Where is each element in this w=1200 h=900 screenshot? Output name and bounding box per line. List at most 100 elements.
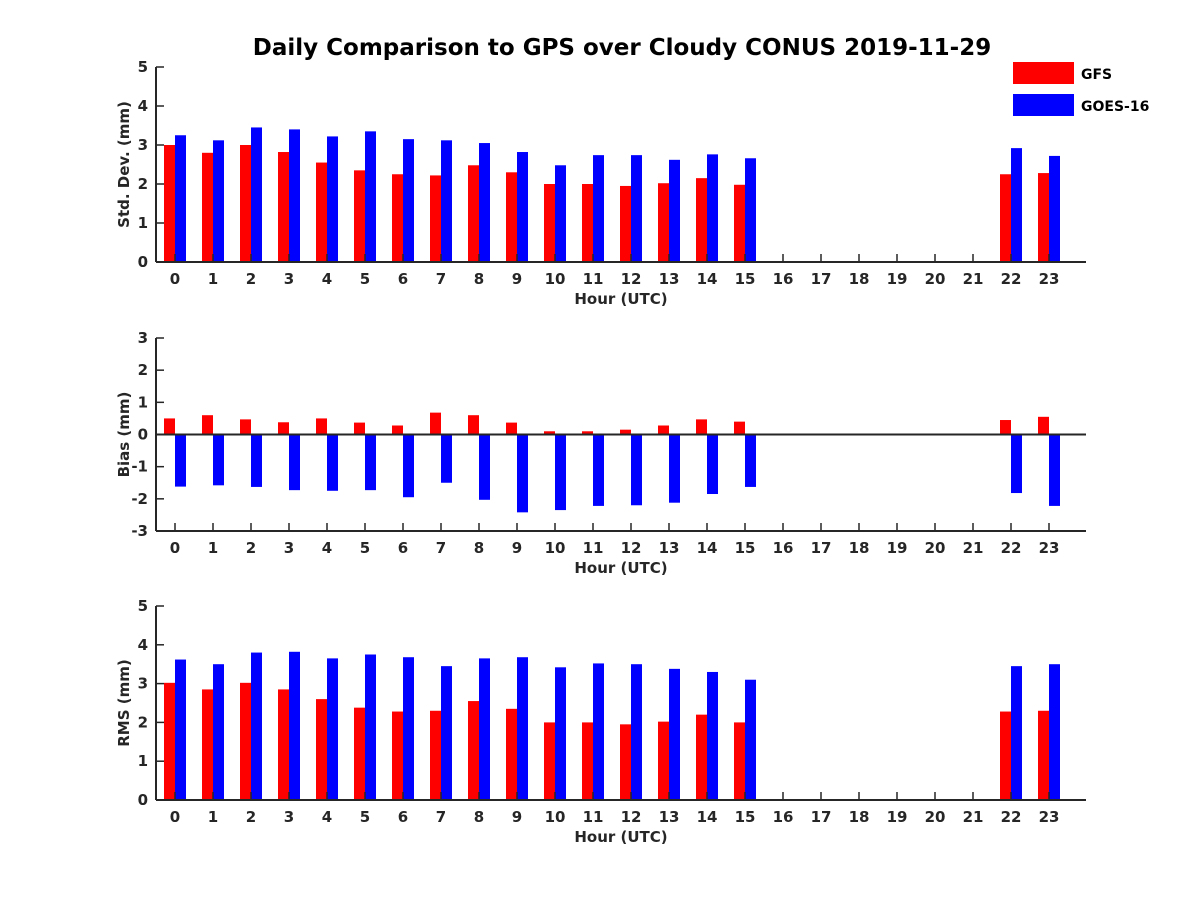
x-axis-label: Hour (UTC) (574, 828, 667, 846)
x-tick-label: 0 (170, 539, 180, 557)
bar-gfs-hour-22 (1000, 711, 1011, 800)
bar-gfs-hour-0 (164, 682, 175, 800)
bar-goes-16-hour-23 (1049, 664, 1060, 800)
y-tick-label: 1 (138, 214, 148, 232)
x-tick-label: 4 (322, 539, 332, 557)
x-tick-label: 15 (735, 539, 756, 557)
x-tick-label: 0 (170, 808, 180, 826)
x-tick-label: 8 (474, 539, 484, 557)
bar-goes-16-hour-4 (327, 434, 338, 491)
bar-goes-16-hour-3 (289, 129, 300, 262)
x-tick-label: 23 (1039, 270, 1060, 288)
bar-gfs-hour-15 (734, 722, 745, 800)
bar-goes-16-hour-10 (555, 667, 566, 800)
x-tick-label: 7 (436, 539, 446, 557)
x-tick-label: 11 (583, 270, 604, 288)
y-tick-label: 0 (138, 426, 148, 444)
bar-gfs-hour-10 (544, 431, 555, 435)
bar-gfs-hour-2 (240, 682, 251, 800)
x-tick-label: 16 (773, 270, 794, 288)
x-tick-label: 19 (887, 808, 908, 826)
bar-goes-16-hour-10 (555, 165, 566, 262)
x-tick-label: 13 (659, 270, 680, 288)
bar-gfs-hour-9 (506, 172, 517, 262)
bar-gfs-hour-4 (316, 699, 327, 800)
x-tick-label: 20 (925, 808, 946, 826)
x-axis-label: Hour (UTC) (574, 290, 667, 308)
bar-goes-16-hour-12 (631, 434, 642, 506)
x-tick-label: 16 (773, 808, 794, 826)
bar-goes-16-hour-6 (403, 657, 414, 800)
bar-gfs-hour-14 (696, 714, 707, 800)
x-tick-label: 2 (246, 808, 256, 826)
y-axis-label: Bias (mm) (115, 392, 133, 478)
legend-swatch-gfs (1013, 62, 1074, 84)
x-tick-label: 5 (360, 808, 370, 826)
x-tick-label: 13 (659, 808, 680, 826)
bar-goes-16-hour-7 (441, 434, 452, 483)
bar-goes-16-hour-6 (403, 139, 414, 262)
bar-gfs-hour-2 (240, 419, 251, 435)
x-tick-label: 9 (512, 808, 522, 826)
bar-goes-16-hour-8 (479, 434, 490, 500)
x-tick-label: 23 (1039, 808, 1060, 826)
bar-gfs-hour-14 (696, 419, 707, 435)
x-tick-label: 10 (545, 270, 566, 288)
x-tick-label: 7 (436, 270, 446, 288)
x-tick-label: 11 (583, 539, 604, 557)
x-tick-label: 14 (697, 808, 718, 826)
bar-gfs-hour-1 (202, 689, 213, 800)
x-tick-label: 21 (963, 539, 984, 557)
bar-goes-16-hour-7 (441, 140, 452, 262)
x-tick-label: 22 (1001, 270, 1022, 288)
y-tick-label: 5 (138, 58, 148, 76)
chart-title: Daily Comparison to GPS over Cloudy CONU… (253, 35, 991, 61)
y-tick-label: 3 (138, 675, 148, 693)
bar-gfs-hour-8 (468, 165, 479, 262)
bar-gfs-hour-12 (620, 724, 631, 800)
bar-gfs-hour-4 (316, 162, 327, 262)
x-tick-label: 5 (360, 270, 370, 288)
y-axis-label: Std. Dev. (mm) (115, 101, 133, 228)
x-tick-label: 12 (621, 808, 642, 826)
bar-goes-16-hour-11 (593, 434, 604, 506)
bar-gfs-hour-0 (164, 418, 175, 435)
x-tick-label: 3 (284, 539, 294, 557)
bar-goes-16-hour-5 (365, 434, 376, 491)
x-tick-label: 7 (436, 808, 446, 826)
y-tick-label: 5 (138, 597, 148, 615)
bar-gfs-hour-3 (278, 152, 289, 262)
legend: GFS GOES-16 (1013, 62, 1149, 116)
x-tick-label: 15 (735, 808, 756, 826)
y-tick-label: 2 (138, 175, 148, 193)
bar-gfs-hour-6 (392, 425, 403, 435)
bar-goes-16-hour-9 (517, 657, 528, 800)
x-tick-label: 15 (735, 270, 756, 288)
x-tick-label: 21 (963, 270, 984, 288)
bar-goes-16-hour-3 (289, 434, 300, 491)
x-tick-label: 5 (360, 539, 370, 557)
y-tick-label: 0 (138, 791, 148, 809)
y-tick-label: -1 (131, 458, 148, 476)
bar-gfs-hour-3 (278, 689, 289, 800)
legend-label: GOES-16 (1081, 99, 1149, 115)
bar-goes-16-hour-5 (365, 131, 376, 262)
y-tick-label: 4 (138, 97, 148, 115)
bar-gfs-hour-8 (468, 701, 479, 800)
bar-goes-16-hour-4 (327, 136, 338, 262)
bar-gfs-hour-5 (354, 170, 365, 262)
bar-gfs-hour-13 (658, 721, 669, 800)
bar-gfs-hour-13 (658, 425, 669, 435)
x-tick-label: 9 (512, 539, 522, 557)
y-tick-label: 4 (138, 636, 148, 654)
x-tick-label: 23 (1039, 539, 1060, 557)
bar-gfs-hour-1 (202, 415, 213, 435)
y-tick-label: 2 (138, 361, 148, 379)
x-tick-label: 2 (246, 270, 256, 288)
x-tick-label: 10 (545, 808, 566, 826)
bar-gfs-hour-22 (1000, 420, 1011, 435)
bar-goes-16-hour-9 (517, 152, 528, 262)
bar-gfs-hour-5 (354, 422, 365, 435)
